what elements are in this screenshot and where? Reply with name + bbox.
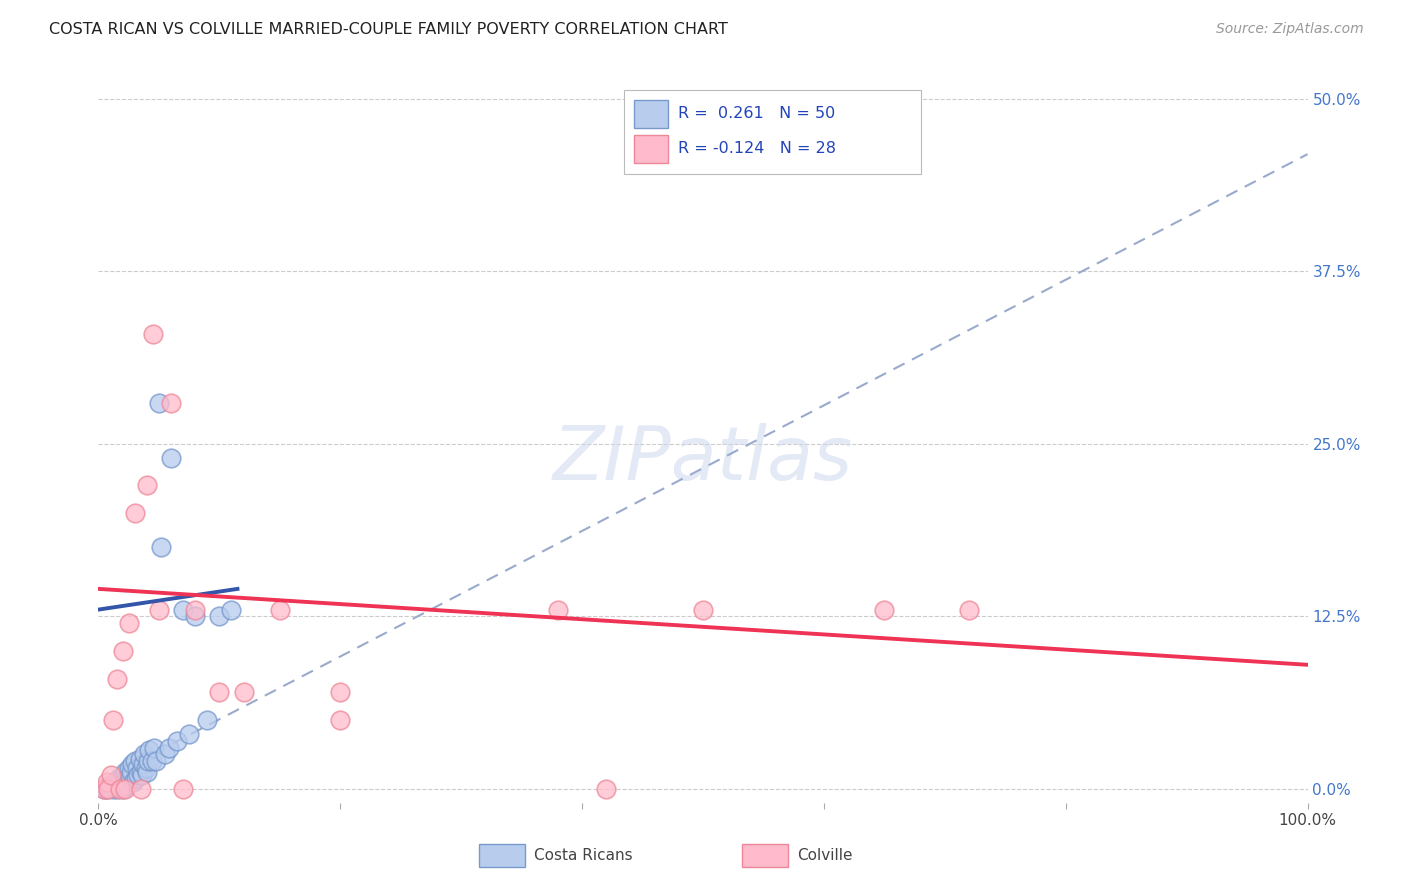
Point [153, 747, 176, 762]
Point [208, 685, 231, 699]
Point [692, 602, 714, 616]
Point [124, 506, 146, 520]
Point [157, 740, 180, 755]
Point [142, 326, 165, 341]
Point [172, 782, 194, 797]
Point [101, 713, 124, 727]
Text: R =  0.261   N = 50: R = 0.261 N = 50 [678, 106, 835, 121]
Point [179, 727, 201, 741]
Point [114, 765, 136, 780]
Point [100, 778, 122, 792]
Point [100, 768, 122, 782]
Point [127, 761, 149, 775]
Text: ZIPatlas: ZIPatlas [553, 423, 853, 495]
Point [97, 779, 120, 793]
Point [131, 768, 153, 782]
Point [118, 761, 141, 775]
Point [108, 782, 131, 797]
Point [111, 782, 134, 797]
Point [111, 644, 134, 658]
Point [96, 782, 118, 797]
Point [160, 450, 183, 465]
Point [93, 782, 115, 797]
Point [117, 778, 139, 792]
Point [127, 768, 149, 782]
Point [122, 775, 145, 789]
Point [128, 751, 150, 765]
Point [115, 772, 138, 787]
Point [120, 765, 142, 780]
Point [138, 743, 160, 757]
Point [141, 755, 163, 769]
Point [873, 602, 896, 616]
Point [136, 755, 159, 769]
Text: R = -0.124   N = 28: R = -0.124 N = 28 [678, 142, 835, 156]
Point [184, 609, 207, 624]
Point [129, 765, 152, 780]
FancyBboxPatch shape [634, 135, 668, 163]
Point [129, 782, 152, 797]
Point [108, 775, 131, 789]
Point [135, 478, 157, 492]
Point [134, 747, 156, 762]
Point [93, 782, 115, 797]
Point [132, 757, 155, 772]
Point [547, 602, 569, 616]
Point [103, 775, 125, 789]
Point [195, 713, 218, 727]
Point [96, 775, 118, 789]
Point [957, 602, 980, 616]
FancyBboxPatch shape [634, 100, 668, 128]
Point [101, 782, 124, 797]
Point [172, 602, 194, 616]
Point [108, 771, 131, 785]
Point [124, 755, 146, 769]
Point [160, 395, 183, 409]
Text: Source: ZipAtlas.com: Source: ZipAtlas.com [1216, 22, 1364, 37]
Point [143, 740, 166, 755]
Point [329, 685, 352, 699]
Point [148, 602, 170, 616]
Point [121, 757, 143, 772]
Point [150, 541, 173, 555]
Point [114, 782, 136, 797]
Point [112, 779, 135, 793]
Point [595, 782, 617, 797]
FancyBboxPatch shape [624, 90, 921, 174]
Point [114, 775, 136, 789]
Point [221, 602, 243, 616]
Point [329, 713, 352, 727]
Point [118, 616, 141, 631]
Point [145, 755, 167, 769]
FancyBboxPatch shape [742, 844, 787, 867]
Point [105, 672, 128, 686]
Point [184, 602, 207, 616]
Point [232, 685, 254, 699]
Point [208, 609, 231, 624]
Point [118, 771, 141, 785]
Point [97, 782, 120, 797]
Text: Colville: Colville [797, 848, 853, 863]
FancyBboxPatch shape [479, 844, 526, 867]
Point [135, 765, 157, 780]
Point [125, 771, 148, 785]
Point [105, 782, 128, 797]
Point [269, 602, 291, 616]
Text: COSTA RICAN VS COLVILLE MARRIED-COUPLE FAMILY POVERTY CORRELATION CHART: COSTA RICAN VS COLVILLE MARRIED-COUPLE F… [49, 22, 728, 37]
Point [111, 768, 134, 782]
Point [135, 761, 157, 775]
Point [166, 733, 188, 747]
Point [107, 778, 129, 792]
Text: Costa Ricans: Costa Ricans [534, 848, 633, 863]
Point [148, 395, 170, 409]
